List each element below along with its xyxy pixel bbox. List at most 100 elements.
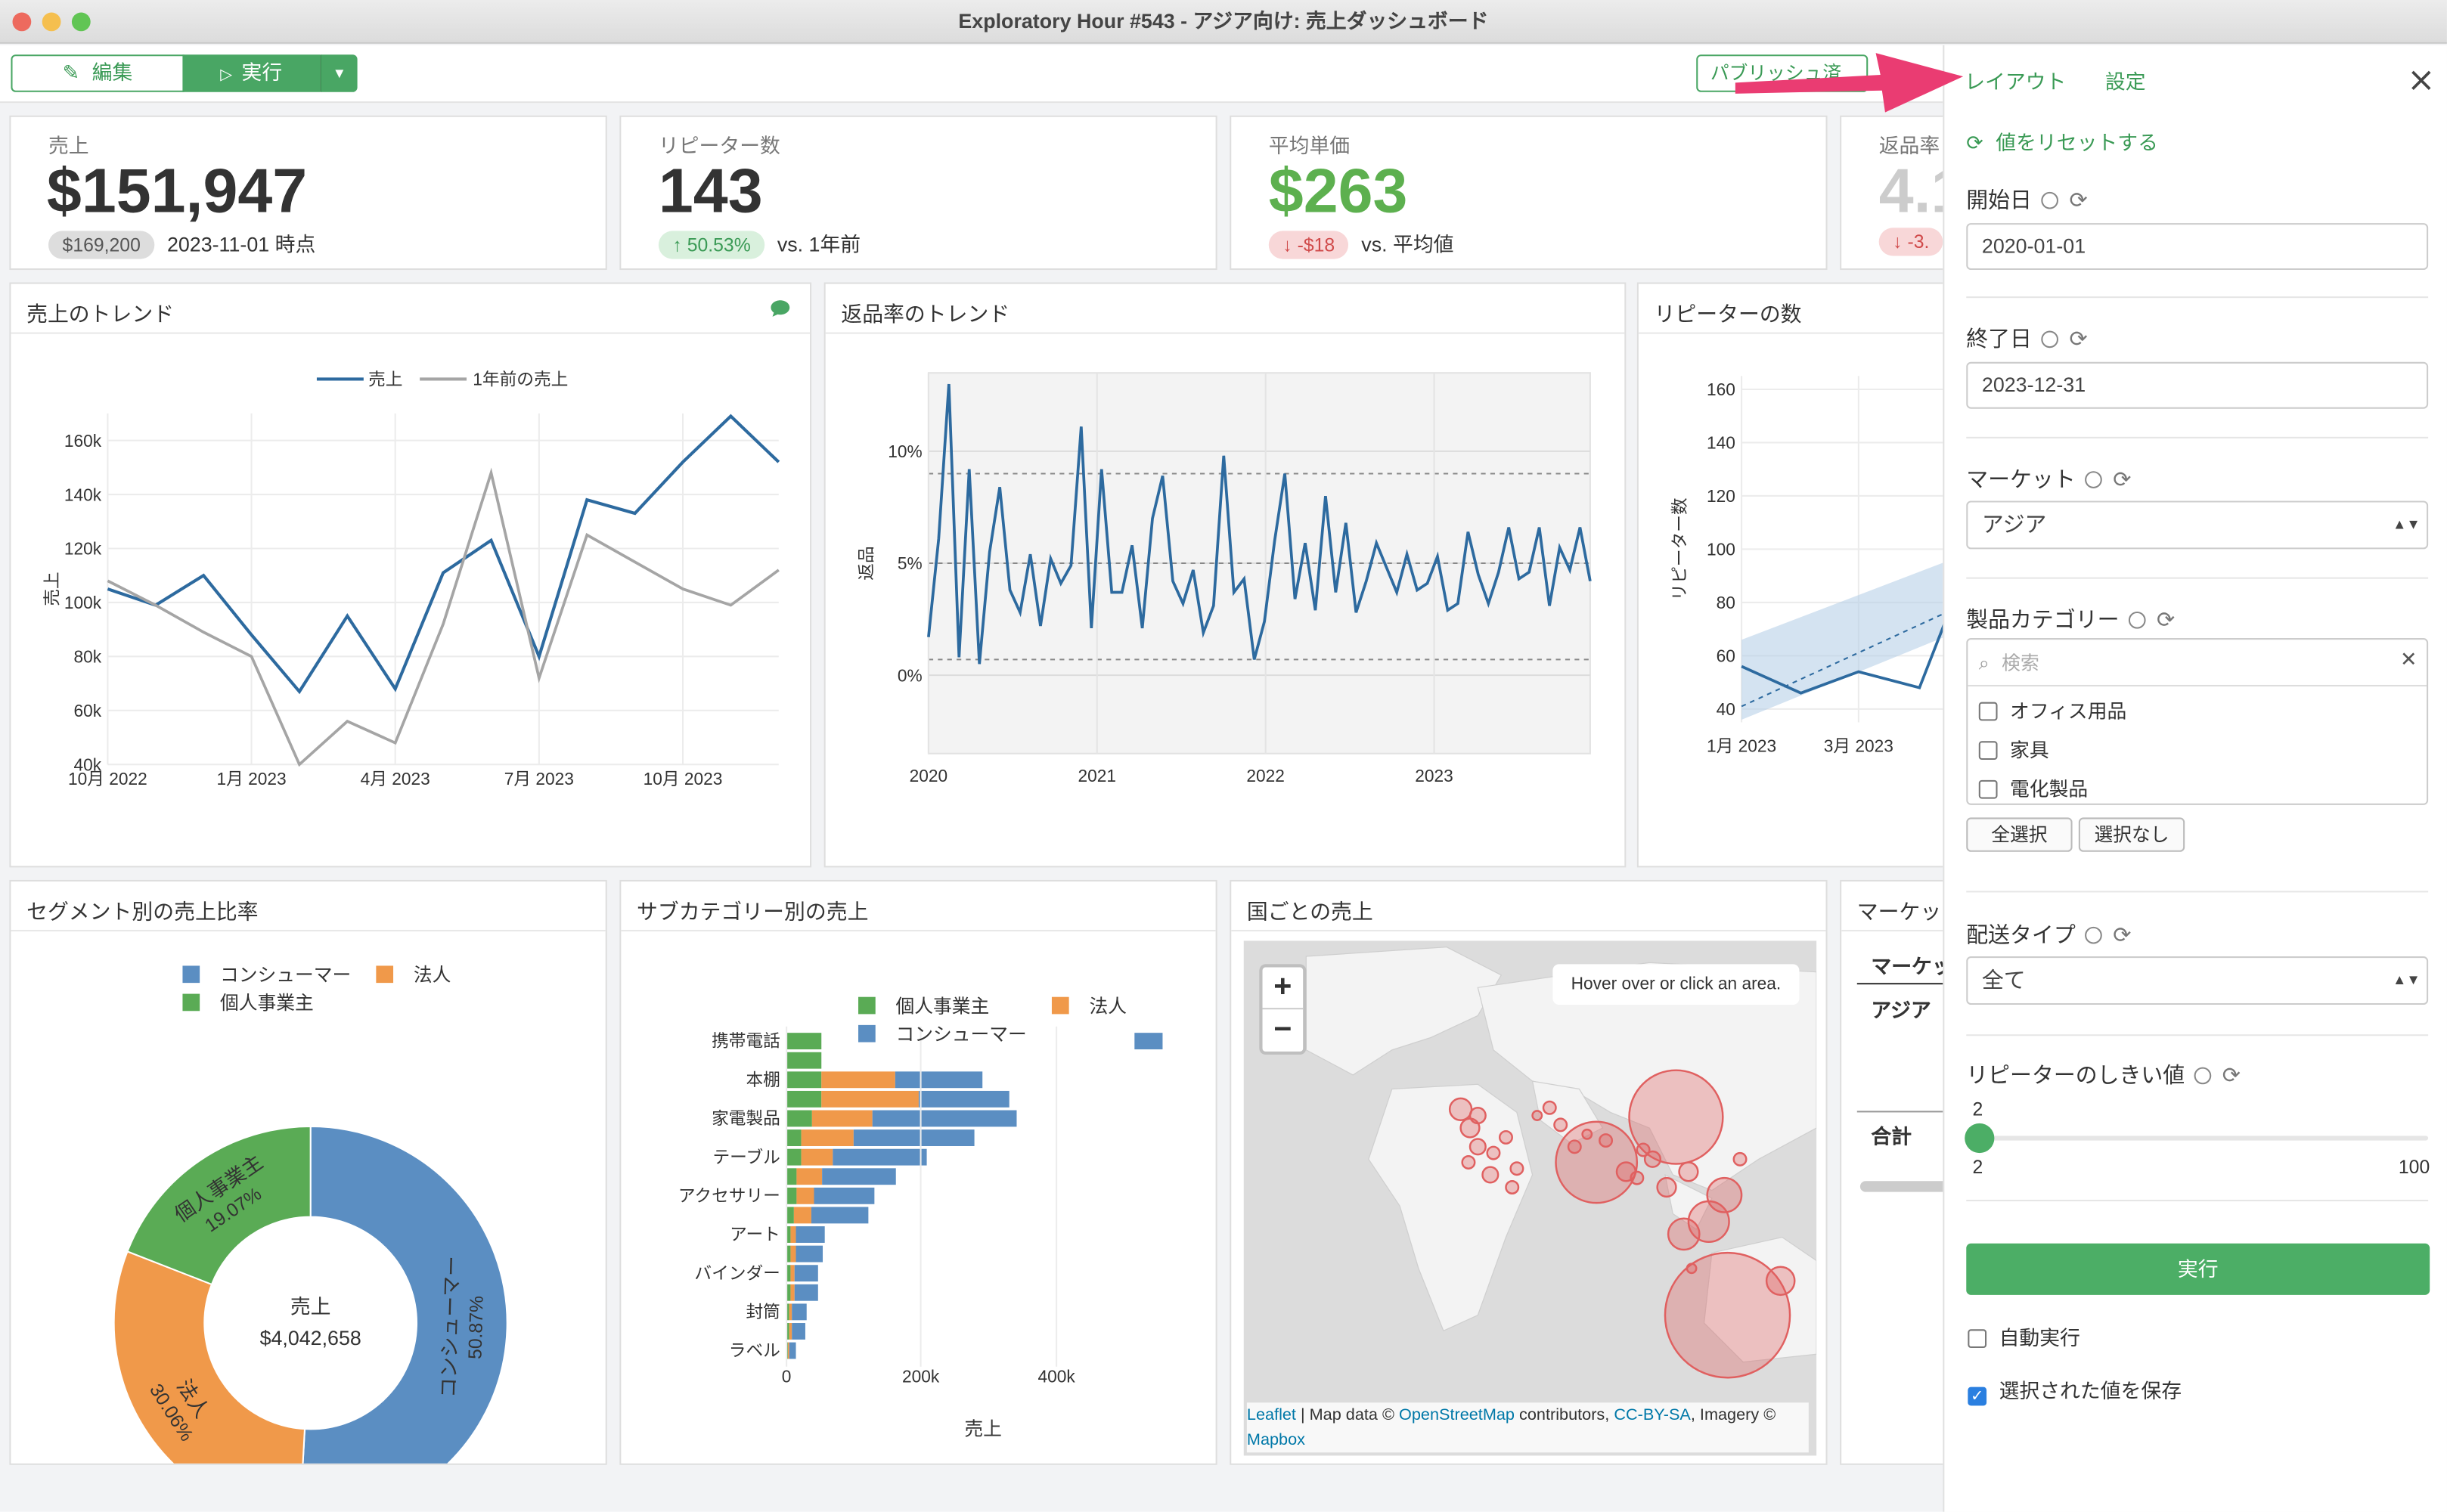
- gear-icon[interactable]: [2041, 330, 2059, 349]
- osm-link[interactable]: OpenStreetMap: [1399, 1405, 1515, 1425]
- end-date-input[interactable]: 2023-12-31: [1966, 361, 2429, 409]
- zoom-in-button[interactable]: +: [1262, 967, 1304, 1010]
- checkbox[interactable]: [1978, 779, 1998, 799]
- kpi-card-avg-price: 平均単価 $263 ↓ -$18 vs. 平均値: [1230, 115, 1828, 271]
- zoom-out-button[interactable]: −: [1273, 1012, 1292, 1047]
- series-line: [107, 414, 780, 695]
- gear-icon[interactable]: [2085, 471, 2102, 488]
- panel-return-trend: 返品率のトレンド 0% 5% 10% 2020 2021 2022 2023 返品: [823, 282, 1627, 868]
- minimize-window-button[interactable]: [42, 12, 61, 32]
- sales-circle: [1509, 1161, 1524, 1176]
- select-none-button[interactable]: 選択なし: [2078, 817, 2185, 852]
- kpi-value: 4.1: [1878, 157, 1948, 227]
- bar-segment: [811, 1110, 873, 1127]
- refresh-icon[interactable]: ⟳: [2222, 1062, 2241, 1088]
- bar-segment: [872, 1110, 1017, 1127]
- reset-values-button[interactable]: ⟳ 値をリセットする: [1966, 126, 2158, 156]
- map-area[interactable]: [1243, 940, 1817, 1456]
- refresh-icon[interactable]: ⟳: [2069, 187, 2088, 212]
- start-date-input[interactable]: 2020-01-01: [1966, 223, 2429, 271]
- leaflet-link[interactable]: Leaflet: [1246, 1405, 1296, 1425]
- x-tick-label: 2020: [910, 766, 947, 785]
- y-tick-label: 160k: [64, 431, 102, 451]
- bar-segment: [853, 1129, 975, 1146]
- close-icon[interactable]: [2411, 70, 2431, 91]
- refresh-icon[interactable]: ⟳: [2113, 466, 2132, 492]
- bar-segment: [833, 1148, 927, 1166]
- world-map[interactable]: [1244, 940, 1817, 1455]
- comment-icon[interactable]: [769, 298, 791, 320]
- divider: [1968, 684, 2427, 687]
- threshold-slider-handle[interactable]: [1965, 1123, 1995, 1154]
- run-button[interactable]: ▷ 実行: [182, 54, 321, 92]
- bar-segment: [918, 1090, 1010, 1108]
- tab-layout[interactable]: レイアウト: [1965, 70, 2067, 94]
- auto-run-option[interactable]: 自動実行: [1968, 1321, 2080, 1351]
- land-mass: [1368, 1083, 1534, 1332]
- auto-run-checkbox[interactable]: [1968, 1329, 1987, 1349]
- category-option[interactable]: 家具: [1978, 733, 2049, 763]
- donut-slice: [126, 1125, 312, 1286]
- x-tick-label: 7月 2023: [504, 769, 574, 789]
- apply-run-button[interactable]: 実行: [1966, 1243, 2430, 1295]
- checkbox[interactable]: [1978, 702, 1998, 721]
- y-axis-label: 返品: [857, 546, 876, 580]
- kpi-note: vs. 平均値: [1361, 232, 1454, 256]
- gear-icon[interactable]: [2194, 1067, 2212, 1085]
- legend-label: 個人事業主: [220, 993, 314, 1014]
- series-line: [107, 467, 780, 767]
- save-selected-checkbox[interactable]: ✓: [1968, 1387, 1987, 1406]
- sales-circle: [1469, 1138, 1487, 1156]
- gear-icon[interactable]: [2041, 191, 2059, 209]
- refresh-icon[interactable]: ⟳: [2069, 326, 2088, 352]
- threshold-slider-track[interactable]: [1978, 1136, 2429, 1141]
- sales-circle: [1630, 1170, 1645, 1185]
- category-search-input[interactable]: ⌕ 検索: [1979, 649, 2039, 675]
- sales-trend-chart: 40k 60k 80k 100k 120k 140k 160k 10月 2022 1月 2023…: [42, 370, 780, 789]
- bar-segment: [790, 1284, 795, 1301]
- close-window-button[interactable]: [12, 12, 32, 32]
- threshold-value: 2: [1972, 1098, 1983, 1120]
- legend-swatch: [376, 965, 394, 984]
- shipping-select[interactable]: 全て ▲▼: [1966, 956, 2429, 1005]
- divider: [1966, 436, 2429, 438]
- zoom-window-button[interactable]: [71, 12, 91, 32]
- edit-icon: ✎: [62, 60, 80, 85]
- x-tick-label: 0: [782, 1366, 792, 1386]
- caret-down-icon: ▲▼: [2393, 971, 2421, 988]
- mapbox-link[interactable]: Mapbox: [1246, 1430, 1305, 1450]
- sales-circle: [1567, 1139, 1582, 1154]
- gear-icon[interactable]: [2085, 926, 2102, 944]
- run-dropdown-button[interactable]: ▼: [320, 54, 358, 92]
- license-link[interactable]: CC-BY-SA: [1614, 1405, 1691, 1425]
- bar-segment: [794, 1284, 818, 1301]
- x-tick-label: 2022: [1246, 766, 1284, 785]
- y-axis-label: 売上: [42, 572, 61, 606]
- select-all-button[interactable]: 全選択: [1966, 817, 2073, 852]
- tab-settings[interactable]: 設定: [2104, 70, 2146, 94]
- label-text: リピーターのしきい値: [1966, 1062, 2185, 1088]
- sales-circle: [1732, 1151, 1748, 1167]
- series-line: [1741, 623, 1946, 695]
- category-option[interactable]: 電化製品: [1978, 773, 2088, 802]
- clear-search-icon[interactable]: ✕: [2399, 647, 2418, 671]
- gear-icon[interactable]: [2128, 611, 2146, 629]
- category-option[interactable]: オフィス用品: [1978, 694, 2126, 723]
- horizontal-scrollbar[interactable]: [1859, 1181, 1948, 1192]
- y-tick-label: 60k: [74, 701, 102, 720]
- bar-segment: [801, 1129, 854, 1146]
- bar-segment: [794, 1265, 818, 1282]
- edit-button[interactable]: ✎ 編集: [11, 54, 185, 92]
- refresh-icon[interactable]: ⟳: [2113, 922, 2132, 947]
- bar-segment: [786, 1323, 789, 1340]
- category-label: アクセサリー: [678, 1185, 780, 1205]
- category-label: バインダー: [694, 1263, 780, 1283]
- y-tick-label: 100k: [64, 593, 102, 612]
- category-label: 製品カテゴリー ⟳: [1966, 604, 2175, 635]
- save-selected-option[interactable]: ✓ 選択された値を保存: [1968, 1374, 2182, 1406]
- segment-donut-chart: コンシューマー 50.87%法人30.06%個人事業主19.07%売上$4,042…: [113, 965, 508, 1464]
- category-label: 携帯電話: [712, 1031, 780, 1051]
- refresh-icon[interactable]: ⟳: [2157, 606, 2176, 632]
- checkbox[interactable]: [1978, 741, 1998, 761]
- market-select[interactable]: アジア ▲▼: [1966, 500, 2429, 550]
